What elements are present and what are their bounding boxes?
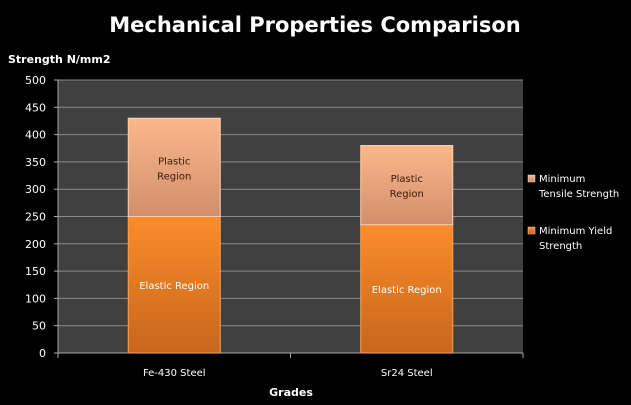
y-tick-label: 350 xyxy=(25,156,46,169)
y-tick-label: 100 xyxy=(25,292,46,305)
y-tick-label: 250 xyxy=(25,211,46,224)
y-tick-label: 300 xyxy=(25,183,46,196)
y-tick-label: 200 xyxy=(25,238,46,251)
legend-label: Minimum Yield xyxy=(539,226,612,237)
segment-label-plastic: Plastic xyxy=(158,156,190,167)
y-tick-label: 50 xyxy=(32,320,46,333)
y-tick-label: 0 xyxy=(39,347,46,360)
bar-yield-0 xyxy=(127,216,221,354)
x-axis-label: Grades xyxy=(269,386,313,399)
legend-label: Tensile Strength xyxy=(538,189,619,200)
segment-label-elastic: Elastic Region xyxy=(139,281,209,292)
y-tick-label: 450 xyxy=(25,101,46,114)
segment-label-elastic: Elastic Region xyxy=(372,285,442,296)
x-tick-label: Fe-430 Steel xyxy=(143,368,206,379)
y-tick-label: 400 xyxy=(25,129,46,142)
bar-tensile-1 xyxy=(360,145,454,226)
bar-yield-1 xyxy=(360,224,454,354)
y-tick-label: 500 xyxy=(25,74,46,87)
segment-label-plastic: Plastic xyxy=(391,174,423,185)
legend-swatch xyxy=(527,226,536,235)
legend-swatch xyxy=(527,174,536,183)
y-tick-label: 150 xyxy=(25,265,46,278)
bar-tensile-0 xyxy=(127,117,221,217)
y-axis-label: Strength N/mm2 xyxy=(8,53,111,66)
chart-title: Mechanical Properties Comparison xyxy=(109,13,520,37)
segment-label-plastic: Region xyxy=(157,171,191,182)
segment-label-plastic: Region xyxy=(390,189,424,200)
legend-label: Minimum xyxy=(539,174,585,185)
legend-label: Strength xyxy=(539,241,582,252)
x-tick-label: Sr24 Steel xyxy=(381,368,433,379)
